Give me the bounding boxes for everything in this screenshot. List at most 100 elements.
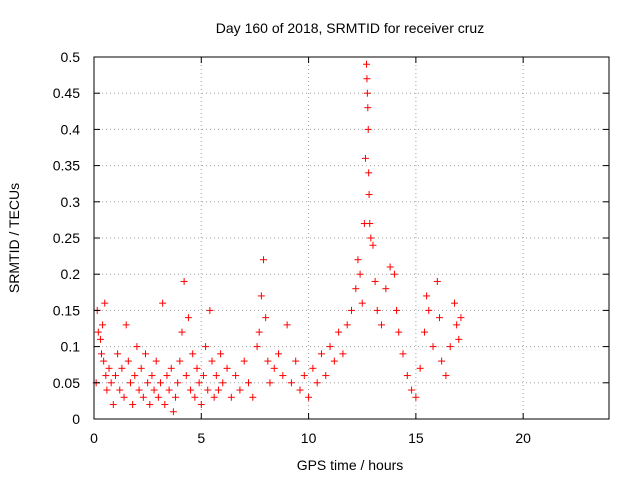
data-point <box>457 314 465 322</box>
data-point <box>105 364 113 372</box>
data-point <box>208 357 216 365</box>
data-point <box>253 343 261 351</box>
data-point <box>451 299 458 307</box>
data-point <box>262 314 270 322</box>
data-point <box>142 350 149 358</box>
data-point <box>361 154 369 162</box>
data-point <box>172 393 180 401</box>
data-point <box>178 328 186 336</box>
data-point <box>96 335 104 343</box>
data-point <box>116 386 124 394</box>
data-point <box>135 386 143 394</box>
data-point <box>386 263 394 271</box>
data-point <box>371 277 379 285</box>
data-point <box>176 357 184 365</box>
data-point <box>354 256 362 264</box>
data-point <box>266 379 274 387</box>
x-tick-label: 20 <box>515 430 531 446</box>
axis-ticks: 0 5 10 15 20 0 0.05 0.1 0.15 0.2 0.25 0.3 0.35 0.4 0.4… <box>53 49 609 446</box>
data-point <box>317 350 325 358</box>
data-point <box>189 350 197 358</box>
data-point <box>120 393 128 401</box>
data-point <box>270 364 278 372</box>
data-point <box>139 393 147 401</box>
data-point <box>159 299 167 307</box>
data-point <box>403 372 411 380</box>
data-point <box>363 75 371 83</box>
data-point <box>365 191 373 199</box>
data-point <box>103 386 111 394</box>
data-point <box>107 379 115 387</box>
data-point <box>199 372 207 380</box>
data-point <box>169 408 177 416</box>
data-point <box>193 364 201 372</box>
data-point <box>339 350 347 358</box>
data-point <box>257 292 265 300</box>
data-point <box>429 343 437 351</box>
data-point <box>300 372 308 380</box>
data-point <box>420 328 428 336</box>
data-point <box>425 306 433 314</box>
data-point <box>223 364 231 372</box>
data-point <box>309 364 317 372</box>
data-point <box>236 386 244 394</box>
data-point <box>161 401 169 409</box>
data-point <box>442 372 450 380</box>
y-axis-label: SRMTID / TECUs <box>6 183 22 293</box>
data-point <box>352 285 360 293</box>
data-point <box>287 379 295 387</box>
data-point <box>152 357 160 365</box>
x-tick-label: 5 <box>197 430 205 446</box>
data-point <box>365 169 373 177</box>
data-point <box>94 328 102 336</box>
data-point <box>180 277 188 285</box>
data-point <box>313 379 321 387</box>
data-point <box>148 372 156 380</box>
data-point <box>435 314 443 322</box>
data-point <box>395 328 403 336</box>
data-point <box>255 328 263 336</box>
data-point <box>322 372 330 380</box>
data-point <box>206 306 214 314</box>
data-point <box>217 350 225 358</box>
data-point <box>146 401 154 409</box>
data-point <box>187 386 195 394</box>
y-tick-label: 0.3 <box>61 194 81 210</box>
data-point <box>195 379 203 387</box>
data-point <box>358 299 366 307</box>
data-point <box>305 393 313 401</box>
data-point <box>210 393 218 401</box>
data-point <box>275 350 283 358</box>
data-point <box>283 321 291 329</box>
y-tick-label: 0.45 <box>53 85 80 101</box>
x-tick-label: 10 <box>301 430 317 446</box>
y-tick-label: 0.1 <box>61 339 81 355</box>
data-point <box>279 372 287 380</box>
data-point <box>191 393 199 401</box>
data-point <box>131 372 139 380</box>
data-point <box>343 321 351 329</box>
data-point <box>356 270 364 278</box>
y-tick-label: 0.15 <box>53 302 80 318</box>
data-point <box>296 386 304 394</box>
data-point <box>167 364 175 372</box>
data-point <box>264 357 272 365</box>
data-point <box>363 60 371 68</box>
data-point <box>133 343 141 351</box>
data-point <box>433 277 441 285</box>
data-point <box>240 357 248 365</box>
y-tick-label: 0.4 <box>61 121 81 137</box>
data-point <box>227 393 235 401</box>
data-point <box>214 386 222 394</box>
data-point <box>408 386 416 394</box>
data-point <box>137 364 145 372</box>
data-point <box>335 328 343 336</box>
data-point <box>438 357 446 365</box>
data-point <box>249 393 257 401</box>
data-point <box>163 372 171 380</box>
data-point <box>114 350 122 358</box>
data-point <box>364 125 372 133</box>
data-point <box>453 321 461 329</box>
data-point <box>197 401 205 409</box>
data-point <box>366 220 374 228</box>
